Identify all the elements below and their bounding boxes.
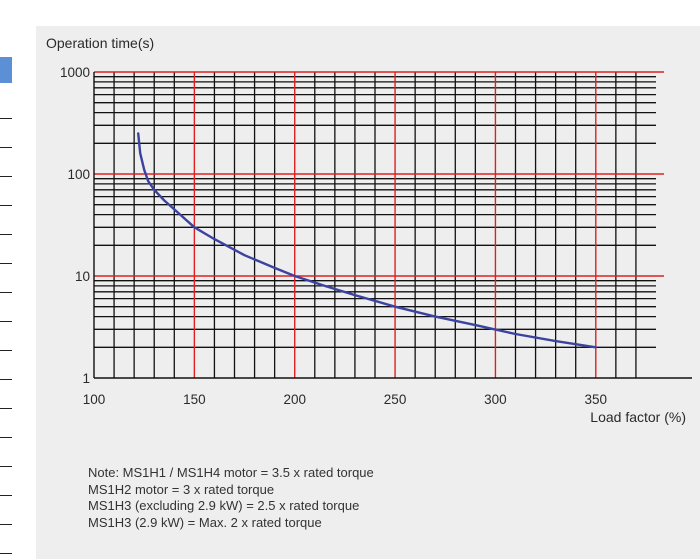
x-tick-label: 250 <box>384 392 407 407</box>
x-tick-label: 300 <box>484 392 507 407</box>
left-strip-rule <box>0 408 12 409</box>
note-line: Note: MS1H1 / MS1H4 motor = 3.5 x rated … <box>88 465 374 480</box>
left-strip-rule <box>0 553 12 554</box>
notes-block: Note: MS1H1 / MS1H4 motor = 3.5 x rated … <box>88 465 374 531</box>
y-tick-label: 1 <box>82 371 90 386</box>
left-strip-rule <box>0 379 12 380</box>
y-tick-label: 100 <box>67 167 90 182</box>
y-axis-label: Operation time(s) <box>46 35 155 51</box>
left-strip-rule <box>0 495 12 496</box>
left-strip-rule <box>0 118 12 119</box>
note-line: MS1H3 (2.9 kW) = Max. 2 x rated torque <box>88 514 322 530</box>
y-tick-label: 1000 <box>60 65 90 80</box>
x-tick-label: 100 <box>83 392 106 407</box>
left-strip-rule <box>0 350 12 351</box>
note-line: MS1H2 motor = 3 x rated torque <box>88 481 275 497</box>
left-strip-rule <box>0 524 12 525</box>
left-strip-rule <box>0 292 12 293</box>
left-strip <box>0 0 14 559</box>
x-tick-label: 200 <box>283 392 306 407</box>
chart-canvas: 1 10 100 1000 100 150 200 250 300 350 <box>60 65 692 407</box>
note-line: MS1H3 (excluding 2.9 kW) = 2.5 x rated t… <box>88 498 360 513</box>
chart-panel: Operation time(s) 1 10 100 1000 100 150 200 250… <box>36 26 700 559</box>
x-tick-label: 150 <box>183 392 206 407</box>
x-axis-label: Load factor (%) <box>590 409 686 425</box>
left-strip-rule <box>0 437 12 438</box>
left-blue-tab <box>0 57 12 83</box>
left-strip-rule <box>0 147 12 148</box>
left-strip-rule <box>0 321 12 322</box>
left-strip-rule <box>0 234 12 235</box>
x-tick-label: 350 <box>585 392 608 407</box>
left-strip-rule <box>0 205 12 206</box>
y-tick-label: 10 <box>75 269 90 284</box>
left-strip-rule <box>0 466 12 467</box>
left-strip-rule <box>0 263 12 264</box>
series-line <box>137 132 597 349</box>
left-strip-rule <box>0 176 12 177</box>
